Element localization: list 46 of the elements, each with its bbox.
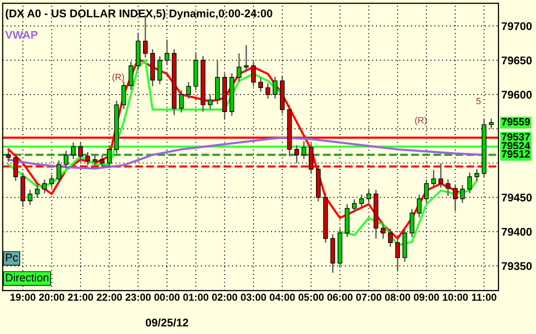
y-tick-label: 79600	[502, 90, 532, 99]
x-tick-label: 23:00	[126, 294, 151, 301]
candlestick	[42, 178, 47, 194]
x-tick-label: 20:00	[39, 294, 64, 301]
annotation: (R)	[415, 116, 427, 126]
text: VWAP	[5, 31, 38, 39]
candlestick	[302, 140, 306, 160]
x-tick-label: 04:00	[270, 294, 295, 301]
annotation: (R)	[112, 74, 124, 82]
candlestick	[258, 77, 263, 92]
candlestick	[416, 194, 422, 218]
y-tick-label: 79400	[502, 228, 532, 236]
candlestick	[467, 172, 472, 194]
annotation: 5	[476, 98, 481, 104]
candlestick	[446, 178, 450, 197]
ref-line-label: 79512	[502, 150, 530, 158]
ref-line-label: 79537	[502, 133, 530, 141]
x-tick-label: 01:00	[183, 294, 208, 301]
x-tick-label: 22:00	[96, 294, 122, 301]
candlestick	[352, 198, 357, 214]
x-tick-label: 19:00	[10, 294, 36, 301]
candlestick	[70, 142, 76, 160]
annotation: Pc	[6, 254, 18, 262]
text: 09/25/12	[146, 318, 188, 327]
x-tick-label: 07:00	[356, 294, 382, 301]
candlestick	[474, 168, 480, 182]
x-tick-label: 00:00	[154, 294, 180, 301]
y-tick-label: 79350	[502, 262, 532, 270]
x-tick-label: 21:00	[68, 294, 94, 301]
x-tick-label: 03:00	[240, 294, 266, 301]
candlestick	[6, 150, 11, 162]
candlestick	[92, 154, 98, 166]
x-tick-label: 08:00	[385, 294, 410, 301]
y-tick-label: 79650	[502, 56, 532, 64]
x-tick-label: 11:00	[472, 294, 496, 301]
x-tick-label: 09:00	[414, 294, 439, 301]
candlestick	[431, 169, 436, 188]
chart-title: (DX A0 - US DOLLAR INDEX,5) Dynamic,0:00-24:00	[6, 9, 272, 20]
annotation: 79559	[502, 118, 530, 126]
y-tick-label: 79450	[502, 194, 532, 202]
annotation: Direction	[6, 273, 48, 282]
y-tick-label: 79700	[502, 22, 532, 30]
x-tick-label: 06:00	[327, 294, 352, 301]
x-tick-label: 10:00	[442, 294, 468, 301]
x-tick-label: 02:00	[212, 294, 238, 301]
x-tick-label: 05:00	[298, 294, 324, 301]
